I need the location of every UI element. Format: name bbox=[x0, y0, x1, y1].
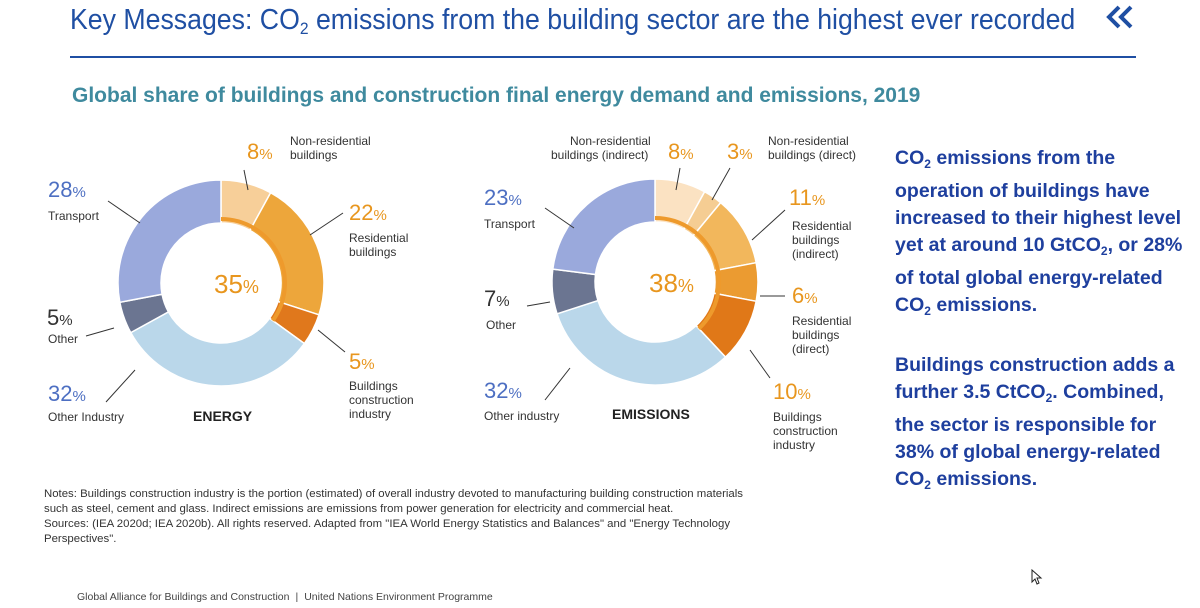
footer-org: Global Alliance for Buildings and Constr… bbox=[77, 591, 290, 603]
header-divider bbox=[70, 56, 1136, 58]
energy-transport-label: Transport bbox=[48, 209, 100, 223]
mouse-pointer-icon bbox=[1031, 569, 1043, 585]
energy-nonres-pct: 8% bbox=[247, 139, 273, 164]
key-message-paragraph-1: CO2 emissions from the operation of buil… bbox=[895, 147, 1183, 318]
key-message-text: CO2 emissions from the operation of buil… bbox=[895, 145, 1190, 526]
emissions-res-dir-label: Residential buildings (direct) bbox=[792, 314, 851, 356]
energy-donut bbox=[117, 179, 325, 387]
notes-line: Sources: (IEA 2020d; IEA 2020b). All rig… bbox=[44, 518, 731, 530]
footer-programme: United Nations Environment Programme bbox=[304, 591, 493, 603]
notes-line: Perspectives". bbox=[44, 533, 117, 545]
emissions-transport-pct: 23% bbox=[484, 185, 522, 210]
slice-transport bbox=[117, 179, 222, 304]
emissions-res-ind-pct: 11% bbox=[789, 185, 825, 210]
emissions-oi-label: Other industry bbox=[484, 409, 559, 423]
energy-transport-pct: 28% bbox=[48, 177, 86, 202]
energy-bci-pct: 5% bbox=[349, 349, 375, 374]
back-button[interactable] bbox=[1100, 0, 1140, 34]
energy-chart-name: ENERGY bbox=[193, 408, 253, 424]
footer-separator: | bbox=[295, 591, 299, 603]
emissions-res-ind-label: Residential buildings (indirect) bbox=[792, 219, 851, 261]
emissions-leader-lines bbox=[526, 167, 786, 401]
emissions-nonres-dir-label: Non-residential buildings (direct) bbox=[768, 134, 856, 162]
key-message-paragraph-2: Buildings construction adds a further 3.… bbox=[895, 354, 1175, 492]
emissions-other-pct: 7% bbox=[484, 286, 510, 311]
page-title: Key Messages: CO2 emissions from the bui… bbox=[70, 4, 1076, 38]
notes-line: Notes: Buildings construction industry i… bbox=[44, 488, 743, 500]
slice-other-industry bbox=[129, 310, 306, 387]
slice-other-industry bbox=[556, 299, 727, 386]
emissions-transport-label: Transport bbox=[484, 217, 536, 231]
buildings-share-ring bbox=[654, 216, 721, 331]
energy-other-pct: 5% bbox=[47, 305, 73, 330]
energy-res-label: Residential buildings bbox=[349, 231, 408, 259]
energy-res-pct: 22% bbox=[349, 200, 387, 225]
energy-bci-label: Buildings construction industry bbox=[349, 379, 414, 421]
energy-leader-lines bbox=[85, 169, 346, 403]
emissions-center-pct: 38% bbox=[649, 268, 694, 298]
emissions-nonres-dir-pct: 3% bbox=[727, 139, 753, 164]
energy-other-label: Other bbox=[48, 332, 78, 346]
energy-center-pct: 35% bbox=[214, 269, 259, 299]
emissions-donut bbox=[551, 178, 759, 386]
energy-oi-pct: 32% bbox=[48, 381, 86, 406]
chart-notes: Notes: Buildings construction industry i… bbox=[44, 487, 864, 547]
emissions-res-dir-pct: 6% bbox=[792, 283, 818, 308]
emissions-other-label: Other bbox=[486, 318, 516, 332]
buildings-share-ring bbox=[220, 217, 287, 322]
double-chevron-left-icon bbox=[1106, 5, 1133, 29]
slice-transport bbox=[551, 178, 656, 276]
emissions-bci-pct: 10% bbox=[773, 379, 811, 404]
energy-nonres-label: Non-residential buildings bbox=[290, 134, 371, 162]
energy-oi-label: Other Industry bbox=[48, 410, 124, 424]
energy-labels: 8% Non-residential buildings 22% Resident… bbox=[47, 134, 414, 424]
emissions-nonres-ind-pct: 8% bbox=[668, 139, 694, 164]
emissions-chart-name: EMISSIONS bbox=[612, 406, 690, 422]
emissions-labels: Non-residential buildings (indirect) 8% 3… bbox=[484, 134, 856, 452]
emissions-bci-label: Buildings construction industry bbox=[773, 410, 838, 452]
emissions-oi-pct: 32% bbox=[484, 378, 522, 403]
notes-line: such as steel, cement and glass. Indirec… bbox=[44, 503, 674, 515]
emissions-nonres-ind-label: Non-residential buildings (indirect) bbox=[551, 134, 651, 162]
chart-title: Global share of buildings and constructi… bbox=[72, 84, 921, 107]
slice-residential-buildings bbox=[248, 191, 325, 316]
footer: Global Alliance for Buildings and Constr… bbox=[77, 591, 493, 603]
